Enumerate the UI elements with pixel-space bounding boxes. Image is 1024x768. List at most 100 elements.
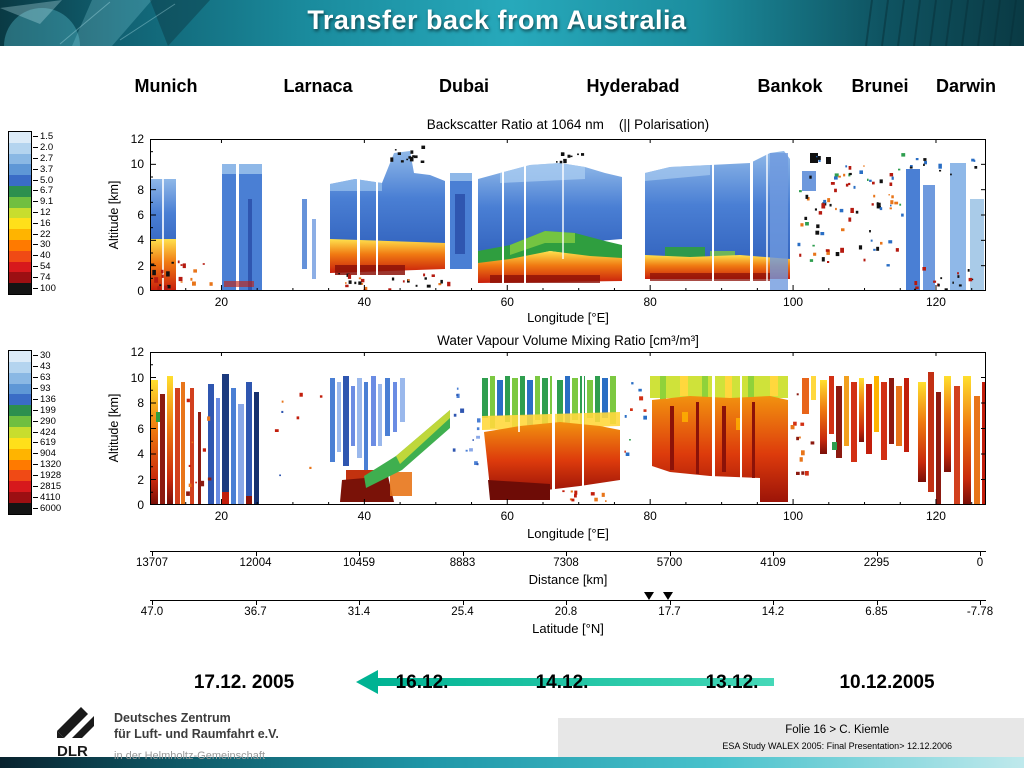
colorbar-segment (9, 229, 31, 240)
colorbar-label: 136 (33, 394, 56, 405)
colorbar-tick-icon (33, 507, 38, 509)
city-label: Dubai (438, 76, 490, 96)
timeline-arrow-bar (377, 678, 774, 686)
colorbar-tick-icon (33, 212, 38, 213)
latitude-axis-label: Latitude [°N] (532, 621, 604, 636)
timeline-arrow-head-icon (356, 670, 378, 694)
colorbar-label: 40 (33, 250, 51, 261)
footer-strip (558, 718, 1024, 757)
colorbar-tick-icon (33, 420, 38, 422)
longitude-axis-label-top: Longitude [°E] (527, 310, 609, 325)
bottom-gradient-bar (0, 757, 1024, 768)
colorbar-label: 43 (33, 361, 51, 372)
colorbar-segment (9, 470, 31, 482)
colorbar-label: 6.7 (33, 185, 53, 196)
footer-references: Folie 16 > C. Kiemle ESA Study WALEX 200… (722, 724, 952, 751)
distance-tick (773, 551, 774, 556)
colorbar-tick-icon (33, 409, 38, 411)
y-tick-label: 2 (137, 472, 144, 487)
latitude-value: -7.78 (966, 606, 994, 618)
distance-value: 5700 (656, 557, 683, 569)
colorbar-segment (9, 372, 31, 384)
colorbar-value: 100 (40, 282, 56, 294)
city-label: Munich (134, 76, 198, 96)
x-tick-label: 60 (500, 509, 514, 523)
colorbar-segment (9, 437, 31, 449)
latitude-value: 14.2 (761, 606, 785, 618)
colorbar-tick-icon (33, 431, 38, 433)
timeline-date: 10.12.2005 (839, 672, 935, 693)
colorbar-segment (9, 503, 31, 514)
colorbar-segment (9, 175, 31, 186)
colorbar-tick-icon (33, 464, 38, 466)
colorbar-label: 1320 (33, 459, 61, 470)
longitude-axis-label-bottom: Longitude [°E] (527, 526, 609, 541)
colorbar-value: 2.7 (40, 153, 54, 164)
distance-tick (980, 551, 981, 556)
latitude-tick (980, 600, 981, 605)
dlr-logo-block: DLR Deutsches Zentrum für Luft- und Raum… (52, 702, 279, 762)
slide-number: Folie 16 > C. Kiemle (785, 724, 890, 736)
distance-tick (669, 551, 671, 556)
colorbar-label: 30 (33, 239, 51, 250)
watervapour-speckles (186, 382, 815, 502)
dlr-logo-text: DLR (57, 743, 88, 760)
latitude-tick (255, 600, 257, 605)
colorbar-value: 30 (40, 350, 51, 362)
y-tick-label: 0 (137, 498, 144, 512)
colorbar-label: 16 (33, 218, 51, 229)
latitude-value: 47.0 (140, 606, 164, 618)
colorbar-segment (9, 239, 31, 251)
colorbar-label: 9.1 (33, 196, 53, 207)
colorbar-value: 54 (40, 261, 51, 272)
watervapour-art (150, 372, 986, 504)
colorbar-segment (9, 405, 31, 417)
colorbar-value: 63 (40, 372, 51, 384)
timeline-date: 14.12. (535, 672, 589, 693)
latitude-value: 20.8 (554, 606, 578, 618)
y-tick-label: 10 (130, 157, 144, 172)
backscatter-frame (150, 139, 986, 291)
colorbar-segment (9, 185, 31, 197)
colorbar-tick-icon (33, 485, 38, 487)
colorbar-value: 3.7 (40, 163, 54, 175)
x-tick-label: 80 (643, 509, 657, 523)
colorbar-label: 100 (33, 283, 56, 294)
distance-value: 10459 (343, 557, 375, 569)
colorbar-value: 30 (40, 239, 51, 251)
watervapour-title: Water Vapour Volume Mixing Ratio [cm³/m³… (437, 333, 699, 348)
colorbar-tick-icon (33, 266, 38, 267)
distance-tick (566, 551, 567, 556)
colorbar-value: 93 (40, 383, 51, 395)
colorbar-value: 2.0 (40, 142, 54, 154)
colorbar-tick-icon (33, 287, 38, 289)
x-tick-label: 120 (925, 509, 946, 523)
latitude-marker-icon (644, 592, 654, 600)
colorbar-tick-icon (33, 355, 38, 357)
colorbar-value: 2815 (40, 480, 62, 492)
banner-art (0, 0, 1024, 46)
colorbar-segment (9, 427, 31, 438)
backscatter-art (150, 151, 984, 291)
x-tick-label: 60 (500, 295, 514, 309)
latitude-tick (876, 600, 878, 605)
colorbar-label: 424 (33, 427, 56, 438)
colorbar-tick-icon (33, 442, 38, 444)
colorbar-tick-icon (33, 158, 38, 159)
distance-value: 7308 (553, 557, 579, 569)
backscatter-speckles (150, 145, 978, 291)
latitude-tick (669, 600, 671, 605)
colorbar-segment (9, 164, 31, 176)
colorbar-segment (9, 283, 31, 294)
x-tick-label: 120 (925, 295, 946, 309)
colorbar-label: 5.0 (33, 175, 53, 186)
colorbar-value: 136 (40, 393, 56, 405)
colorbar-tick-icon (33, 136, 38, 138)
colorbar-segment (9, 250, 31, 262)
colorbar-segment (9, 261, 31, 273)
y-tick-label: 4 (137, 233, 144, 248)
backscatter-heatmap (150, 139, 986, 291)
watervapour-heatmap (150, 352, 986, 505)
colorbar-label: 904 (33, 448, 56, 459)
y-tick-label: 4 (137, 447, 144, 461)
